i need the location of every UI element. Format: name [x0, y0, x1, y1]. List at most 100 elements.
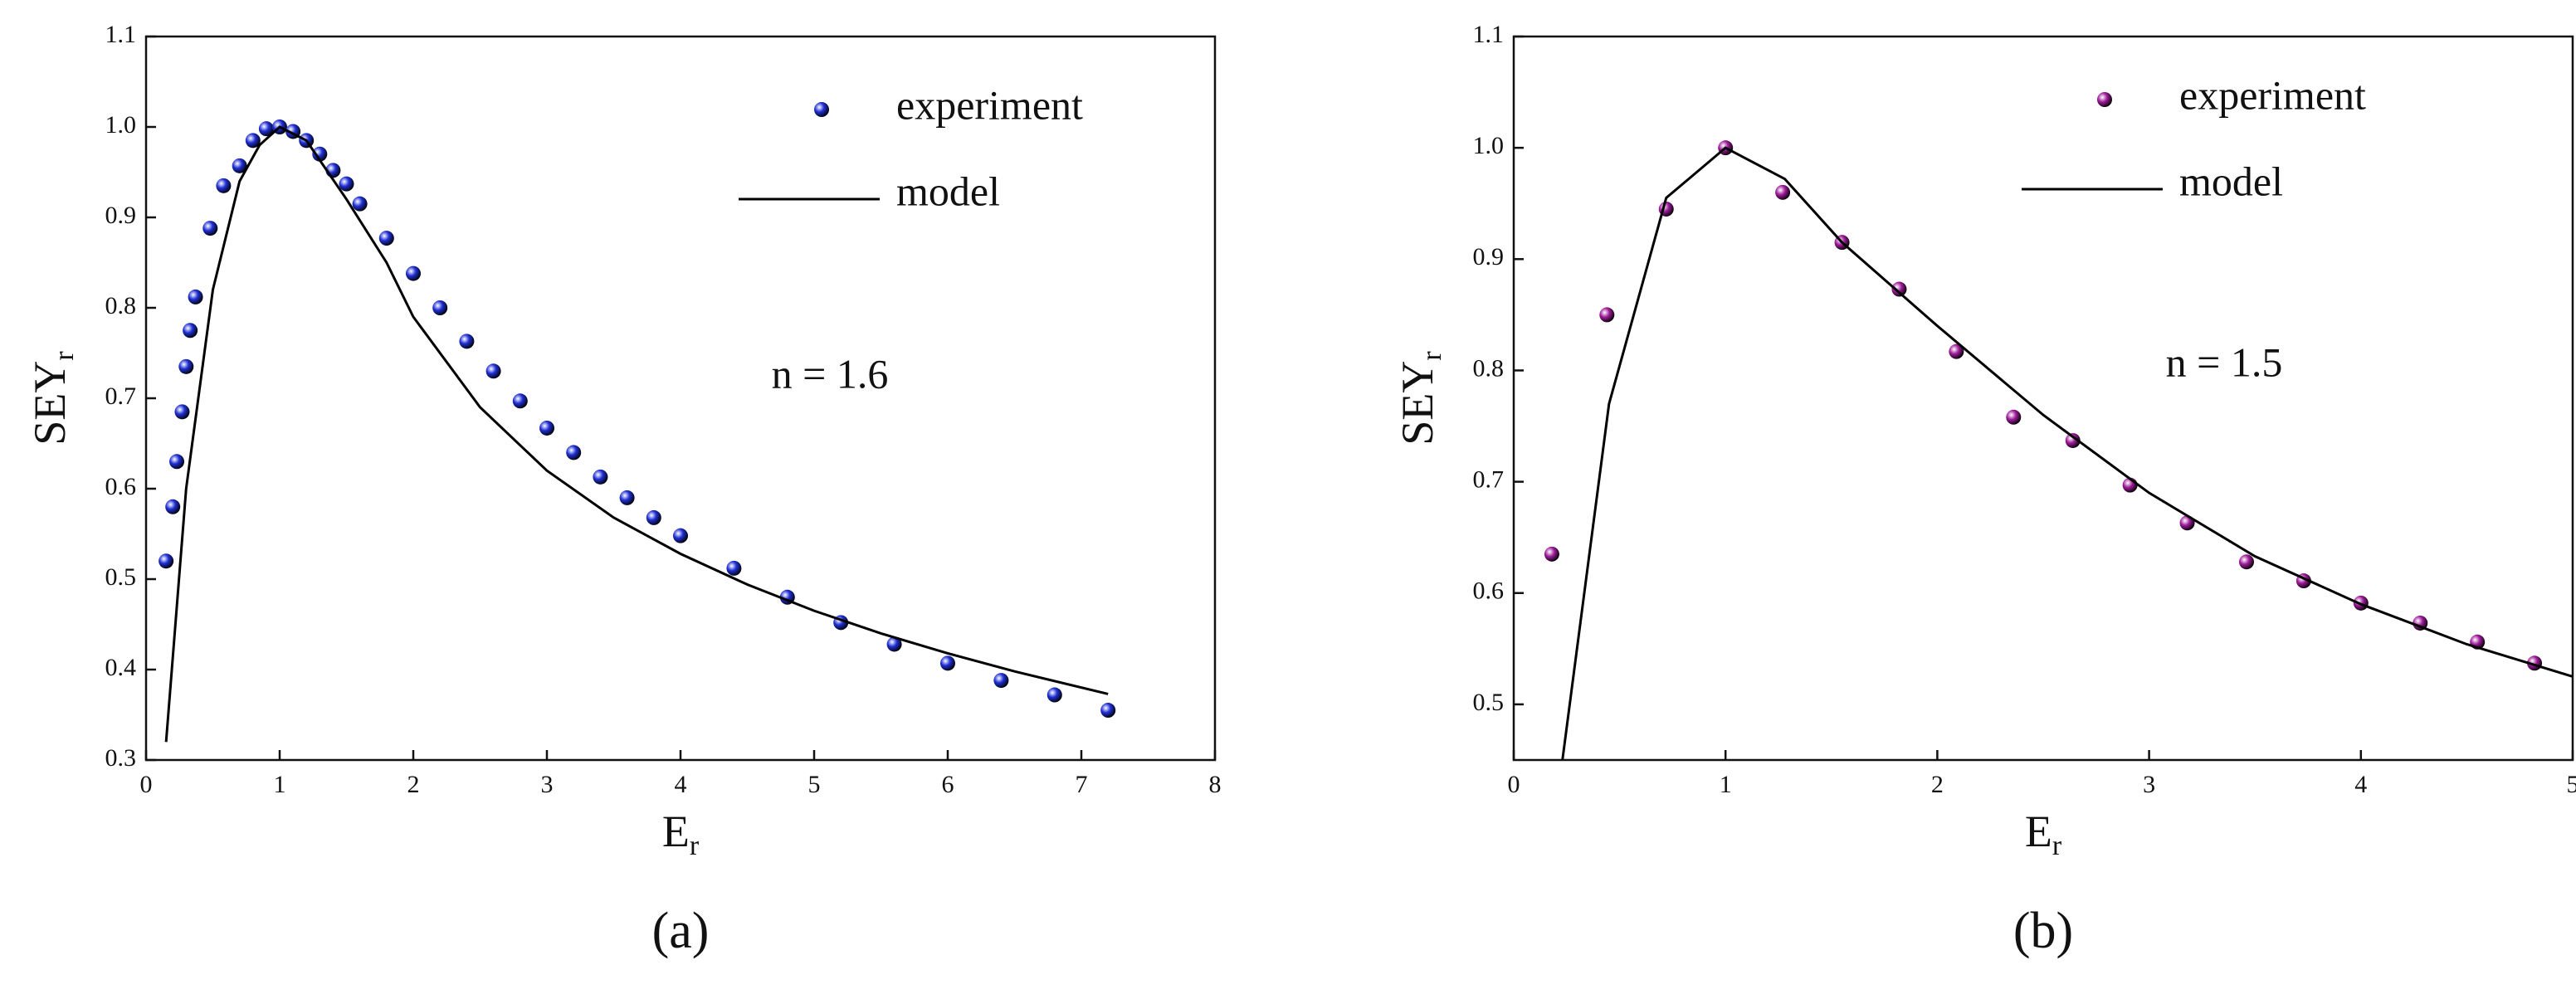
- legend-label: model: [896, 168, 1000, 214]
- y-tick-label: 0.7: [105, 382, 137, 410]
- x-label-sub: r: [2052, 831, 2062, 861]
- legend-label: model: [2179, 158, 2283, 204]
- data-point: [169, 454, 185, 470]
- x-tick-label: 2: [1931, 771, 1944, 798]
- y-tick-label: 0.6: [105, 473, 137, 500]
- data-point: [232, 158, 247, 173]
- x-label-main: E: [662, 806, 690, 856]
- plot-frame: [1512, 35, 2574, 762]
- x-tick-label: 3: [2143, 771, 2155, 798]
- data-point: [940, 655, 955, 671]
- data-point: [178, 358, 194, 374]
- x-tick-label: 6: [942, 771, 954, 798]
- data-point: [352, 196, 368, 212]
- y-axis-label: SEYr: [25, 351, 79, 446]
- model-line: [164, 125, 1109, 743]
- y-axis-label: SEYr: [1393, 351, 1447, 446]
- data-point: [1046, 687, 1062, 703]
- data-point: [1100, 703, 1116, 719]
- data-point: [726, 560, 742, 576]
- data-point: [1544, 546, 1559, 562]
- y-tick-label: 0.5: [105, 563, 137, 591]
- x-tick-label: 1: [274, 771, 286, 798]
- data-point: [1891, 281, 1907, 297]
- data-point: [202, 221, 218, 236]
- panel-label: (a): [652, 903, 710, 959]
- data-point: [378, 231, 394, 246]
- data-point: [512, 393, 528, 409]
- data-point: [593, 469, 608, 485]
- x-tick-label: 3: [541, 771, 554, 798]
- x-tick-label: 5: [808, 771, 821, 798]
- data-point: [159, 553, 174, 569]
- y-tick-label: 1.1: [105, 21, 137, 48]
- x-tick-label: 7: [1076, 771, 1088, 798]
- data-point: [886, 636, 902, 652]
- y-label-sub: r: [49, 351, 80, 361]
- legend-label: experiment: [896, 81, 1083, 128]
- y-tick-label: 1.1: [1473, 21, 1505, 48]
- data-point: [566, 445, 582, 460]
- data-point: [459, 334, 475, 349]
- data-point: [432, 300, 448, 315]
- x-axis-label: Er: [662, 806, 700, 860]
- y-tick-label: 0.6: [1473, 577, 1505, 605]
- data-point: [485, 363, 501, 379]
- x-tick-label: 4: [2354, 771, 2367, 798]
- data-point: [406, 266, 421, 281]
- y-tick-label: 0.8: [1473, 354, 1505, 382]
- legend-label: experiment: [2179, 71, 2366, 118]
- x-tick-label: 4: [675, 771, 687, 798]
- y-tick-label: 0.3: [105, 744, 137, 772]
- x-tick-label: 2: [407, 771, 420, 798]
- y-tick-label: 0.9: [105, 202, 137, 229]
- y-tick-label: 0.5: [1473, 689, 1505, 716]
- data-point: [1599, 307, 1615, 323]
- data-point: [165, 499, 181, 514]
- y-tick-label: 0.8: [105, 292, 137, 319]
- x-tick-label: 5: [2567, 771, 2576, 798]
- data-point: [245, 133, 261, 149]
- x-label-main: E: [2025, 806, 2052, 856]
- y-label-main: SEY: [1393, 361, 1442, 446]
- data-point: [312, 146, 328, 162]
- data-point: [174, 404, 190, 420]
- x-tick-label: 0: [1508, 771, 1520, 798]
- data-point: [258, 121, 274, 137]
- data-point: [646, 509, 661, 525]
- x-tick-label: 0: [140, 771, 153, 798]
- data-point: [216, 178, 232, 193]
- y-tick-label: 0.4: [105, 654, 137, 681]
- x-axis-label: Er: [2025, 806, 2062, 860]
- data-point: [1775, 184, 1791, 200]
- y-tick-label: 0.9: [1473, 243, 1505, 270]
- x-tick-label: 1: [1720, 771, 1732, 798]
- data-point: [183, 323, 198, 339]
- y-label-sub: r: [1417, 351, 1447, 361]
- y-label-main: SEY: [25, 361, 75, 446]
- model-line: [1561, 146, 2573, 760]
- annotation: n = 1.5: [2166, 339, 2283, 385]
- data-point: [673, 528, 688, 543]
- data-point: [1949, 343, 1964, 359]
- annotation: n = 1.6: [772, 350, 889, 397]
- data-point: [993, 673, 1009, 689]
- data-point: [339, 176, 354, 192]
- data-point: [2006, 409, 2022, 425]
- y-tick-label: 1.0: [1473, 132, 1505, 159]
- y-tick-label: 0.7: [1473, 466, 1505, 494]
- data-point: [539, 420, 554, 436]
- legend-marker: [814, 102, 829, 117]
- x-label-sub: r: [690, 831, 700, 861]
- chart: 0 1 2 3 4 5 6 7 80.30.40.50.60.70.80.91.01.1ErSE…: [25, 21, 1221, 959]
- panel-label: (b): [2013, 903, 2073, 959]
- data-point: [2065, 432, 2081, 448]
- y-tick-label: 1.0: [105, 111, 137, 139]
- legend-marker: [2097, 92, 2112, 107]
- data-point: [2238, 554, 2254, 570]
- x-tick-label: 8: [1209, 771, 1222, 798]
- data-point: [188, 289, 203, 304]
- data-point: [619, 490, 635, 505]
